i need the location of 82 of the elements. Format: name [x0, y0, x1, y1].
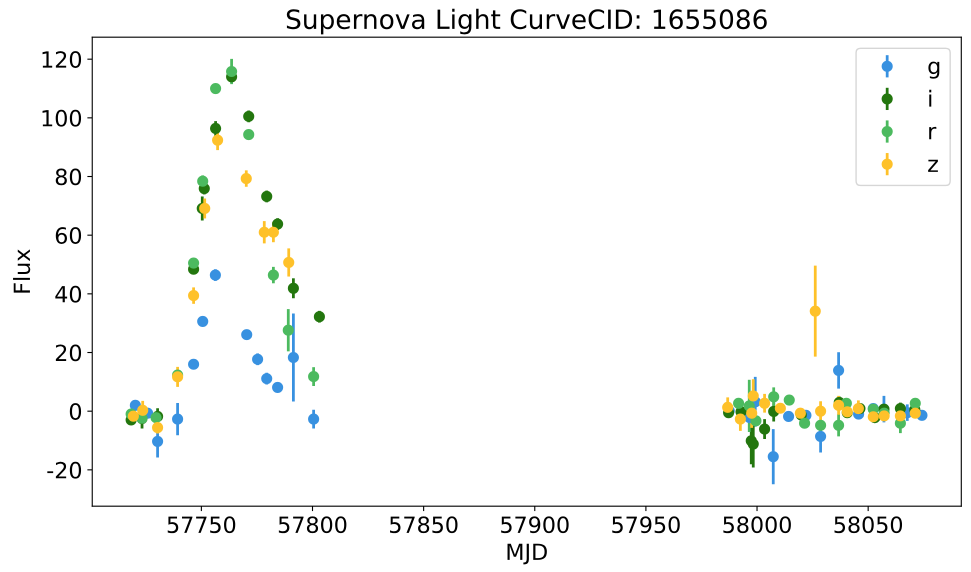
- point: [746, 408, 758, 419]
- point: [910, 408, 921, 419]
- x-tick-label: 57950: [612, 516, 680, 534]
- x-tick-label: 57900: [501, 516, 569, 534]
- point: [910, 398, 921, 409]
- legend-label: r: [929, 126, 936, 140]
- point: [197, 176, 208, 187]
- x-axis-title: MJD: [508, 544, 547, 564]
- point: [212, 134, 224, 146]
- point: [810, 306, 821, 317]
- point: [152, 436, 164, 447]
- point: [768, 391, 780, 402]
- point: [878, 410, 890, 422]
- chart-title: Supernova Light CurveCID: 1655086: [286, 8, 767, 34]
- point: [815, 430, 826, 442]
- point: [815, 420, 826, 431]
- point: [188, 358, 200, 370]
- y-tick-label: 80: [56, 168, 82, 186]
- y-tick-label: 120: [42, 51, 82, 68]
- point: [152, 422, 164, 434]
- point: [272, 382, 284, 393]
- y-tick-label: 100: [42, 110, 82, 127]
- point: [733, 398, 744, 409]
- point: [261, 373, 272, 384]
- point: [241, 329, 252, 340]
- point: [272, 218, 284, 230]
- point: [226, 66, 238, 78]
- x-tick-label: 58000: [723, 516, 791, 534]
- point: [188, 257, 200, 269]
- point: [252, 354, 264, 365]
- point: [308, 414, 320, 425]
- point: [759, 398, 770, 409]
- point: [784, 394, 795, 406]
- x-tick-label: 57800: [278, 516, 346, 534]
- legend-label: i: [929, 90, 932, 107]
- legend-label: z: [928, 160, 938, 172]
- x-tick-label: 57750: [168, 516, 236, 534]
- point: [833, 420, 844, 431]
- point: [210, 270, 221, 281]
- point: [722, 402, 734, 413]
- point: [308, 371, 320, 382]
- point: [734, 414, 746, 425]
- point: [137, 404, 148, 416]
- point: [314, 311, 325, 322]
- point: [240, 173, 252, 184]
- point: [783, 410, 794, 422]
- x-tick-label: 58050: [834, 516, 902, 534]
- point: [894, 410, 906, 422]
- y-tick-label: -20: [47, 462, 82, 479]
- point: [172, 414, 184, 425]
- point: [768, 451, 779, 462]
- y-tick-label: 20: [56, 344, 82, 362]
- y-tick-label: 40: [55, 286, 82, 303]
- point: [774, 402, 786, 414]
- point: [748, 390, 759, 402]
- point: [210, 122, 222, 134]
- y-tick-label: 60: [56, 227, 82, 244]
- point: [188, 290, 200, 302]
- point: [282, 324, 294, 336]
- point: [268, 226, 279, 238]
- point: [288, 352, 299, 364]
- x-tick-label: 57850: [390, 516, 458, 534]
- point: [283, 256, 294, 268]
- point: [815, 406, 826, 417]
- point: [258, 226, 270, 238]
- point: [288, 282, 299, 294]
- point: [210, 82, 222, 94]
- point: [199, 202, 210, 214]
- point: [243, 110, 254, 122]
- point: [750, 415, 762, 426]
- point: [243, 129, 254, 140]
- point: [759, 424, 770, 435]
- point: [748, 438, 759, 450]
- point: [261, 190, 272, 202]
- point: [833, 364, 844, 376]
- y-tick-label: 0: [70, 403, 82, 420]
- point: [197, 316, 208, 327]
- point: [799, 418, 810, 429]
- legend-label: g: [928, 62, 940, 79]
- point: [268, 270, 279, 281]
- point: [833, 400, 844, 411]
- y-axis-title: Flux: [13, 249, 30, 293]
